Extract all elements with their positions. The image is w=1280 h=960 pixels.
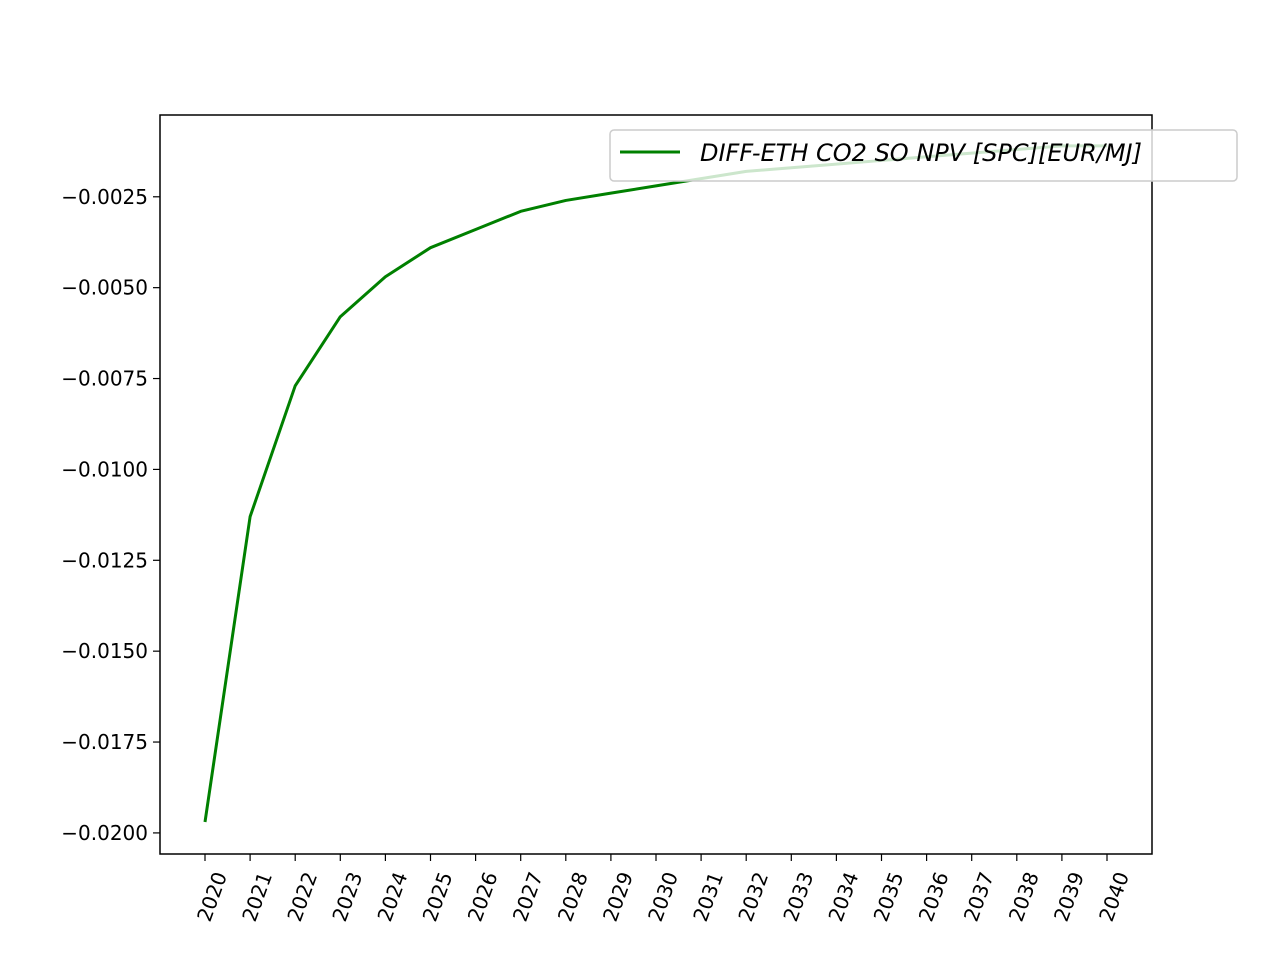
y-tick-label: −0.0100 [61,457,148,481]
legend-box [609,129,1238,182]
y-tick-label: −0.0075 [61,367,148,391]
legend: DIFF-ETH CO2 SO NPV [SPC][EUR/MJ] [609,129,1238,182]
y-tick-label: −0.0175 [61,730,148,754]
y-tick-label: −0.0025 [61,185,148,209]
y-axis: −0.0200 −0.0175 −0.0150 −0.0125 −0.0100 −0.00… [61,185,160,845]
y-tick-label: −0.0125 [61,548,148,572]
y-tick-label: −0.0050 [61,276,148,300]
legend-label: DIFF-ETH CO2 SO NPV [SPC][EUR/MJ] [700,139,1142,167]
y-tick-label: −0.0150 [61,639,148,663]
y-tick-label: −0.0200 [61,821,148,845]
